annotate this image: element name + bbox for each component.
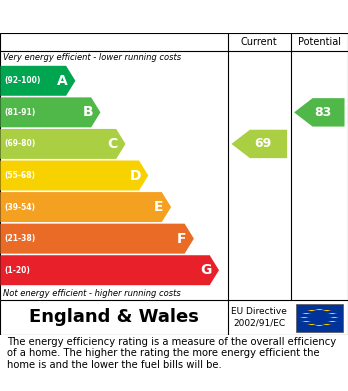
Text: C: C xyxy=(108,137,118,151)
Polygon shape xyxy=(0,192,171,222)
Polygon shape xyxy=(326,313,338,314)
Text: Very energy efficient - lower running costs: Very energy efficient - lower running co… xyxy=(3,54,181,63)
Polygon shape xyxy=(329,317,340,318)
Text: F: F xyxy=(176,231,186,246)
Polygon shape xyxy=(306,310,318,311)
Polygon shape xyxy=(313,309,325,310)
Polygon shape xyxy=(0,129,126,159)
Polygon shape xyxy=(306,324,318,325)
Text: (81-91): (81-91) xyxy=(4,108,35,117)
Polygon shape xyxy=(298,317,310,318)
Text: B: B xyxy=(82,105,93,119)
Text: England & Wales: England & Wales xyxy=(29,308,199,326)
Text: EU Directive
2002/91/EC: EU Directive 2002/91/EC xyxy=(231,307,287,328)
Text: (1-20): (1-20) xyxy=(4,266,30,275)
Text: (69-80): (69-80) xyxy=(4,140,35,149)
Polygon shape xyxy=(0,255,219,285)
Polygon shape xyxy=(294,98,345,127)
Polygon shape xyxy=(0,224,194,254)
Text: 83: 83 xyxy=(314,106,331,119)
Text: Not energy efficient - higher running costs: Not energy efficient - higher running co… xyxy=(3,289,181,298)
Polygon shape xyxy=(321,310,333,311)
Text: G: G xyxy=(200,263,212,277)
Polygon shape xyxy=(0,97,101,127)
Text: (21-38): (21-38) xyxy=(4,234,35,243)
Polygon shape xyxy=(300,321,312,322)
Text: E: E xyxy=(153,200,163,214)
Text: The energy efficiency rating is a measure of the overall efficiency of a home. T: The energy efficiency rating is a measur… xyxy=(7,337,336,370)
Polygon shape xyxy=(231,130,287,158)
Text: Current: Current xyxy=(241,37,278,47)
Polygon shape xyxy=(0,66,76,96)
Bar xyxy=(296,303,343,332)
Polygon shape xyxy=(0,161,148,190)
Text: A: A xyxy=(57,74,68,88)
Text: D: D xyxy=(130,169,141,183)
Text: 69: 69 xyxy=(254,137,271,151)
Text: Energy Efficiency Rating: Energy Efficiency Rating xyxy=(10,7,239,25)
Polygon shape xyxy=(300,313,312,314)
Polygon shape xyxy=(326,321,338,322)
Polygon shape xyxy=(321,324,333,325)
Text: Potential: Potential xyxy=(298,37,341,47)
Text: (39-54): (39-54) xyxy=(4,203,35,212)
Text: (92-100): (92-100) xyxy=(4,76,41,85)
Polygon shape xyxy=(313,325,325,326)
Text: (55-68): (55-68) xyxy=(4,171,35,180)
